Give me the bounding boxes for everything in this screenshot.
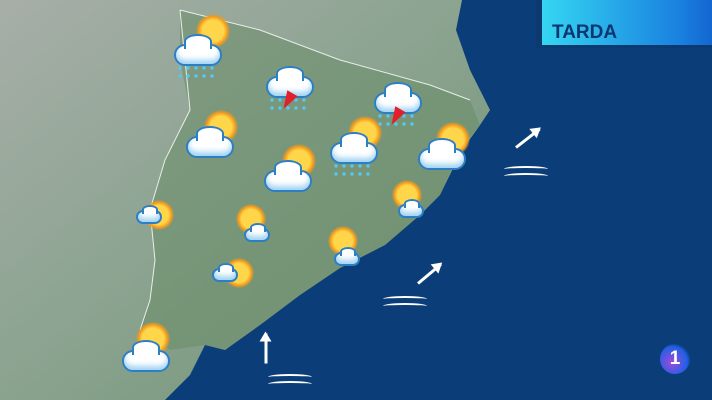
wave-icon [383, 296, 427, 310]
period-title: TARDA [552, 22, 618, 43]
title-banner: TARDA [536, 0, 712, 48]
channel-logo: 1 [660, 344, 690, 374]
wave-icon [504, 166, 548, 180]
wave-icon [268, 374, 312, 388]
wind-arrow-icon [264, 333, 268, 364]
